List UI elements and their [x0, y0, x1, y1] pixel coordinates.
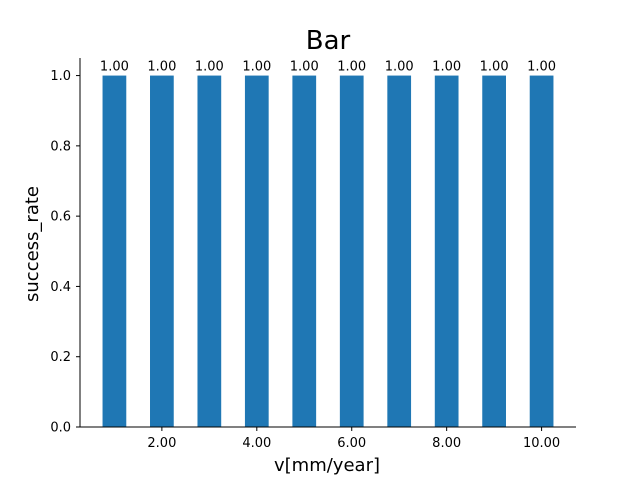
- y-axis-label: success_rate: [22, 186, 43, 302]
- bar-value-label: 1.00: [195, 60, 224, 75]
- x-tick-label: 8.00: [432, 436, 461, 451]
- x-tick-label: 2.00: [147, 436, 176, 451]
- x-axis-ticks: 2.00 4.00 6.00 8.00 10.00: [147, 427, 560, 451]
- bar: [102, 75, 127, 428]
- x-tick-label: 10.00: [523, 436, 560, 451]
- bar: [339, 75, 364, 428]
- bar: [197, 75, 222, 428]
- bar-value-label: 1.00: [147, 60, 176, 75]
- y-tick-label: 1.0: [50, 69, 71, 84]
- bar-value-label: 1.00: [337, 60, 366, 75]
- bars-group: [102, 75, 554, 428]
- bar-value-label: 1.00: [290, 60, 319, 75]
- x-tick-label: 6.00: [337, 436, 366, 451]
- bar-value-label: 1.00: [100, 60, 129, 75]
- y-tick-label: 0.2: [50, 350, 71, 365]
- bar: [434, 75, 459, 428]
- bar-value-label: 1.00: [385, 60, 414, 75]
- bar-value-label: 1.00: [242, 60, 271, 75]
- bar: [387, 75, 412, 428]
- x-tick-label: 4.00: [242, 436, 271, 451]
- y-tick-label: 0.6: [50, 210, 71, 225]
- bar: [529, 75, 554, 428]
- x-axis-label: v[mm/year]: [274, 455, 380, 476]
- bar-value-label: 1.00: [480, 60, 509, 75]
- y-tick-label: 0.4: [50, 280, 71, 295]
- bar: [482, 75, 506, 428]
- bar-value-label: 1.00: [527, 60, 556, 75]
- data-labels-group: 1.00 1.00 1.00 1.00 1.00 1.00 1.00 1.00 1.00 1.00: [100, 60, 556, 75]
- bar-value-label: 1.00: [432, 60, 461, 75]
- y-axis-ticks: 0.0 0.2 0.4 0.6 0.8 1.0: [50, 69, 80, 436]
- bar: [292, 75, 317, 428]
- bar: [150, 75, 174, 428]
- chart-title: Bar: [306, 26, 351, 56]
- y-tick-label: 0.8: [50, 139, 71, 154]
- bar: [244, 75, 269, 428]
- y-tick-label: 0.0: [50, 421, 71, 436]
